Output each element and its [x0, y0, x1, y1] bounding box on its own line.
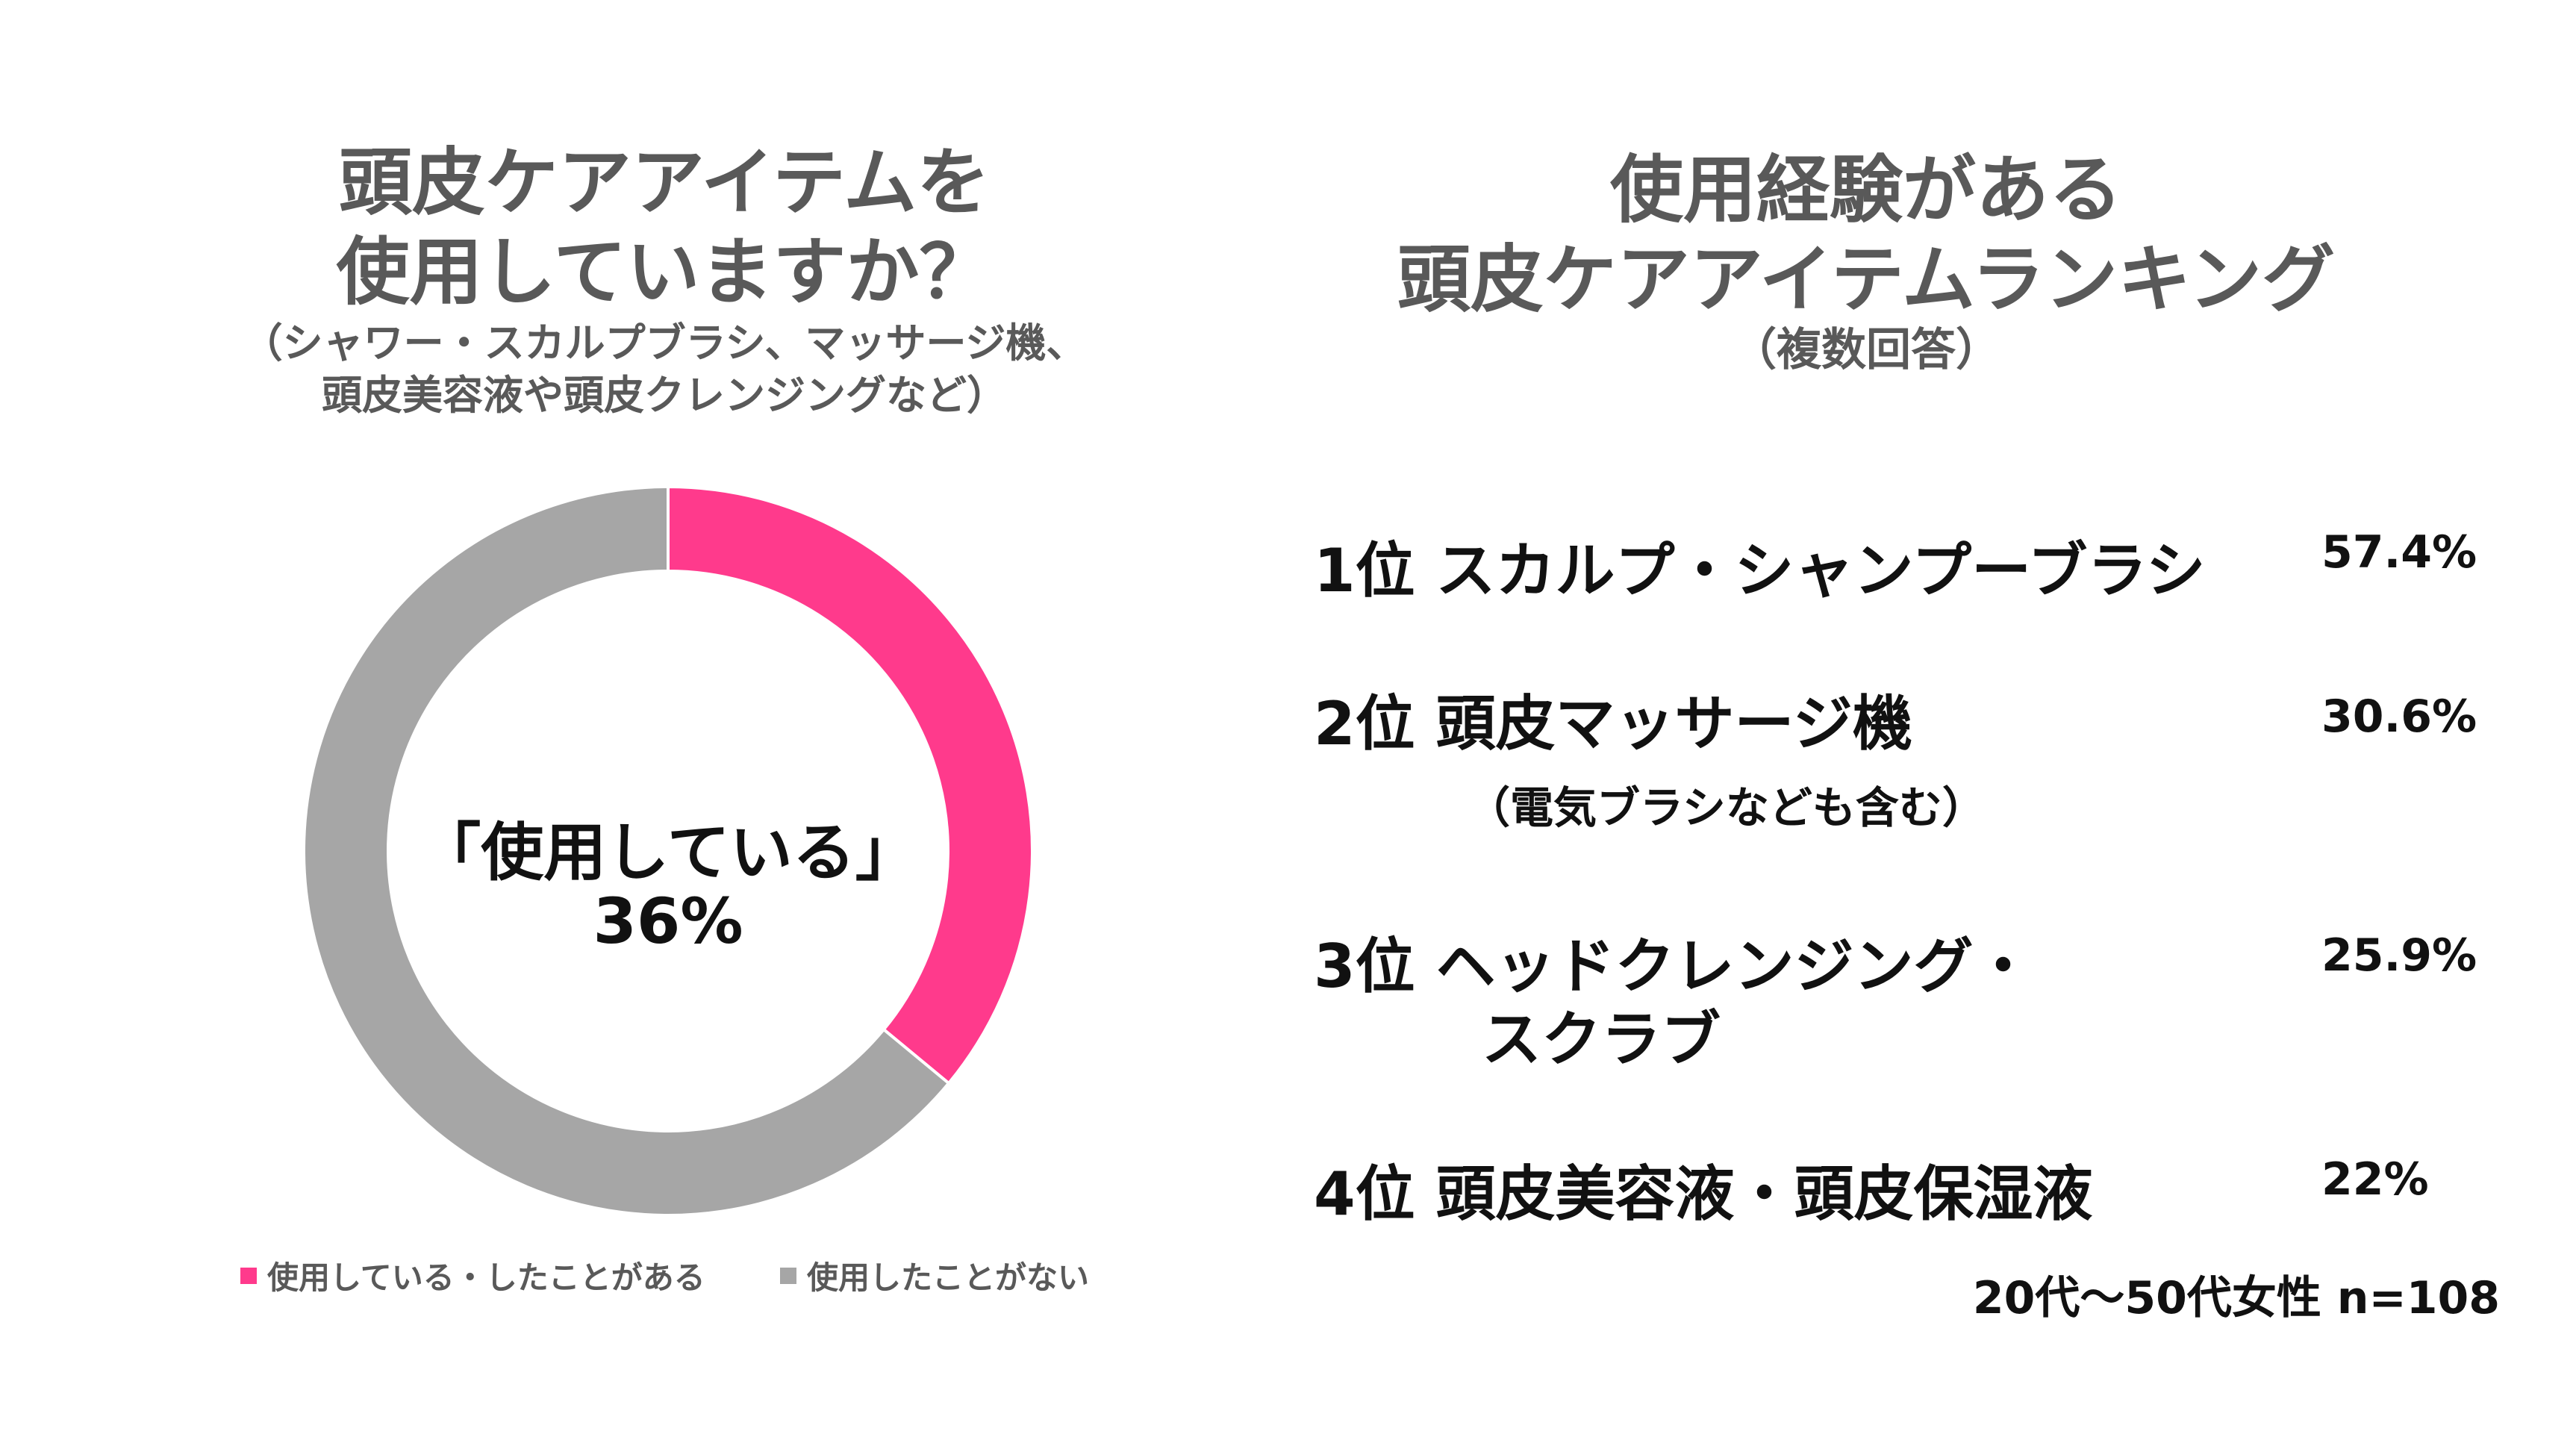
ranking-item-3-label: 3位 ヘッドクレンジング・: [1314, 932, 2033, 1001]
donut-slice-used: [667, 484, 1034, 1085]
ranking-item-2-note: （電気ブラシなども含む）: [1467, 782, 1986, 833]
ranking-item-2-label: 2位 頭皮マッサージ機: [1314, 689, 1912, 758]
legend-swatch-used: [240, 1267, 257, 1284]
legend-item-unused: 使用したことがない: [780, 1253, 1089, 1298]
ranking-item-1-percent: 57.4%: [2321, 526, 2477, 579]
ranking-item-4-label: 4位 頭皮美容液・頭皮保湿液: [1314, 1159, 2093, 1229]
ranking-item-2-percent: 30.6%: [2321, 691, 2477, 743]
left-subtitle-line-2: 頭皮美容液や頭皮クレンジングなど）: [322, 372, 1007, 419]
right-subtitle: （複数回答）: [1732, 324, 2000, 376]
ranking-item-4-percent: 22%: [2321, 1153, 2429, 1206]
donut-center-label: 「使用している」: [418, 816, 918, 889]
legend-label-unused: 使用したことがない: [807, 1259, 1090, 1296]
donut-slice-unused: [302, 484, 951, 1217]
ranking-item-3-percent: 25.9%: [2321, 929, 2477, 982]
ranking-item-1-label: 1位 スカルプ・シャンプーブラシ: [1314, 536, 2206, 605]
right-title-line-1: 使用経験がある: [1609, 148, 2122, 233]
legend-label-used: 使用している・したことがある: [267, 1259, 705, 1296]
ranking-item-3-label-continued: スクラブ: [1482, 1005, 1721, 1074]
legend-item-used: 使用している・したことがある: [240, 1253, 705, 1298]
usage-donut-chart: [302, 484, 1034, 1217]
sample-footnote: 20代～50代女性 n=108: [1972, 1272, 2500, 1324]
right-title-line-2: 頭皮ケアアイテムランキング: [1397, 237, 2336, 322]
legend-swatch-unused: [780, 1267, 796, 1284]
left-title-line-1: 頭皮ケアアイテムを: [338, 140, 991, 225]
donut-center-value: 36%: [593, 885, 743, 958]
left-title-line-2: 使用していますか？: [336, 230, 993, 315]
left-subtitle-line-1: （シャワー・スカルプブラシ、マッサージ機、: [242, 320, 1087, 367]
